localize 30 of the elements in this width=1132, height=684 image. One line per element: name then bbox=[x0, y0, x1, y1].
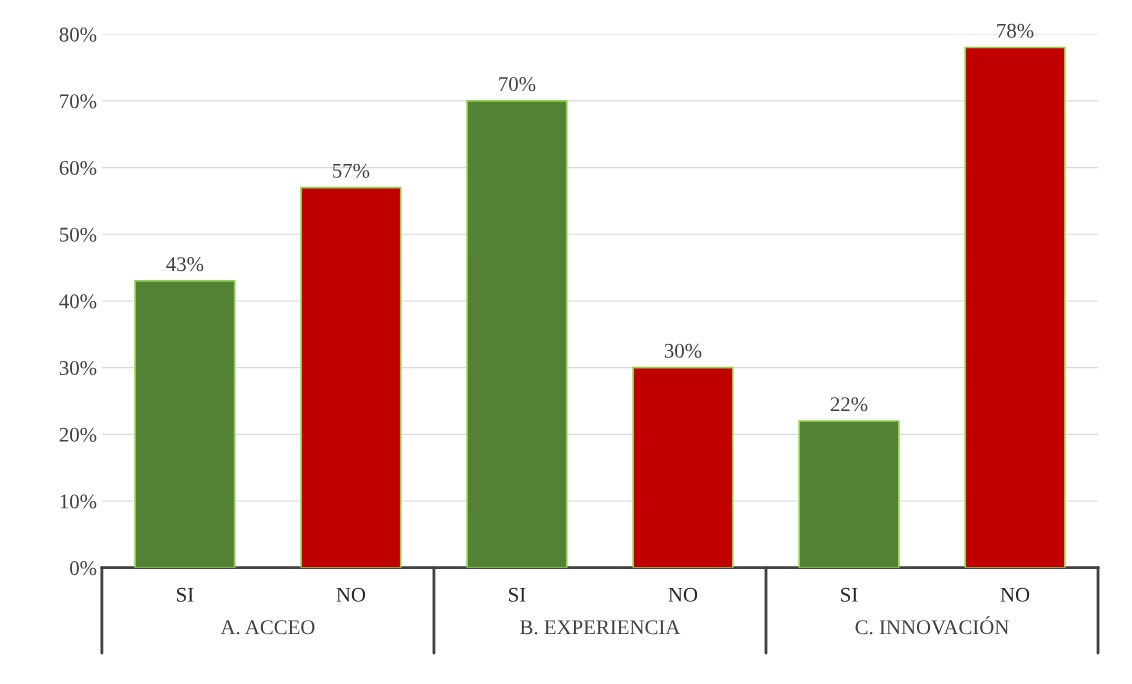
x-tick-label: NO bbox=[1000, 587, 1030, 602]
text: C. INNOVACIÓN bbox=[855, 616, 1009, 635]
x-tick-label: SI bbox=[841, 587, 858, 602]
text: B. EXPERIENCIA bbox=[520, 620, 681, 635]
data-label: 22% bbox=[830, 397, 868, 412]
y-tick-label: 50% bbox=[60, 227, 97, 242]
data-label: 57% bbox=[333, 163, 370, 178]
y-tick-label: 80% bbox=[59, 27, 97, 42]
y-tick-label: 0% bbox=[70, 561, 97, 576]
data-label: 78% bbox=[997, 23, 1034, 38]
y-tick-label: 20% bbox=[59, 427, 97, 442]
y-tick-label: 70% bbox=[60, 94, 97, 109]
data-label: 70% bbox=[499, 77, 536, 92]
x-tick-label: NO bbox=[336, 587, 366, 602]
bar bbox=[300, 186, 402, 568]
data-label: 43% bbox=[166, 257, 204, 272]
bar bbox=[466, 100, 568, 568]
data-label: 30% bbox=[664, 343, 702, 358]
y-tick-label: 30% bbox=[59, 361, 97, 376]
bar bbox=[632, 366, 734, 568]
y-tick-label: 40% bbox=[59, 294, 97, 309]
bar bbox=[964, 46, 1066, 568]
y-tick-label: 10% bbox=[60, 494, 97, 509]
text: A. ACCEO bbox=[220, 620, 315, 635]
y-tick-label: 60% bbox=[59, 160, 97, 176]
x-tick-label: SI bbox=[509, 587, 526, 602]
bar bbox=[134, 280, 236, 568]
x-tick-label: NO bbox=[668, 587, 698, 602]
x-tick-label: SI bbox=[177, 587, 194, 602]
bar bbox=[798, 420, 900, 568]
